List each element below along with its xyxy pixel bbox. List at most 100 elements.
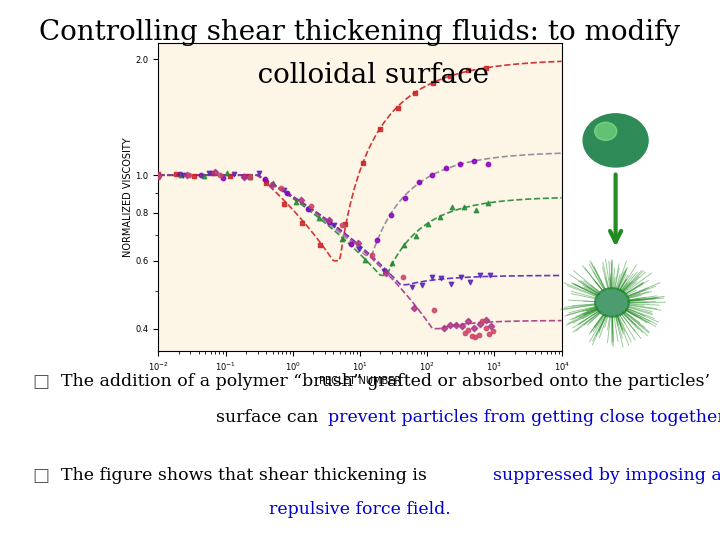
- Circle shape: [583, 114, 648, 167]
- Point: [466, 331, 477, 340]
- Point: [445, 72, 456, 80]
- Point: [336, 234, 348, 243]
- Point: [303, 205, 315, 213]
- Point: [438, 323, 450, 332]
- Point: [238, 172, 250, 180]
- Point: [387, 259, 398, 267]
- Point: [328, 220, 340, 229]
- Point: [409, 303, 420, 312]
- Point: [183, 171, 194, 179]
- Point: [464, 278, 476, 286]
- Point: [474, 271, 486, 279]
- Point: [416, 280, 428, 289]
- Point: [483, 329, 495, 338]
- Point: [214, 171, 225, 179]
- Point: [281, 188, 292, 197]
- Point: [413, 178, 424, 186]
- Point: [238, 173, 250, 181]
- Point: [455, 272, 467, 281]
- Text: The figure shows that shear thickening is: The figure shows that shear thickening i…: [61, 467, 433, 484]
- Text: The addition of a polymer “brush” grafted or absorbed onto the particles’: The addition of a polymer “brush” grafte…: [61, 373, 710, 389]
- Text: prevent particles from getting close together.: prevent particles from getting close tog…: [328, 409, 720, 426]
- Point: [480, 316, 491, 325]
- Point: [451, 321, 462, 329]
- Point: [189, 171, 200, 180]
- Point: [195, 171, 207, 180]
- Point: [295, 195, 307, 204]
- Point: [397, 273, 409, 282]
- Point: [181, 171, 193, 179]
- Point: [323, 218, 335, 226]
- Point: [279, 200, 290, 208]
- Y-axis label: NORMALIZED VISCOSITY: NORMALIZED VISCOSITY: [122, 137, 132, 257]
- Point: [359, 256, 371, 265]
- Point: [474, 319, 485, 328]
- Point: [378, 267, 390, 275]
- Point: [339, 220, 351, 228]
- Point: [473, 331, 485, 340]
- Text: Controlling shear thickening fluids: to modify: Controlling shear thickening fluids: to …: [40, 19, 680, 46]
- Point: [313, 213, 325, 222]
- Point: [253, 169, 264, 178]
- Circle shape: [595, 122, 617, 140]
- Point: [445, 280, 456, 289]
- Point: [385, 211, 397, 219]
- Point: [462, 326, 474, 334]
- Point: [210, 168, 221, 177]
- Point: [428, 306, 439, 315]
- Point: [456, 321, 468, 330]
- Point: [468, 324, 480, 333]
- Point: [468, 157, 480, 165]
- Point: [178, 171, 189, 180]
- Point: [275, 184, 287, 192]
- Point: [244, 172, 256, 181]
- Point: [372, 235, 383, 244]
- Point: [243, 172, 254, 180]
- Point: [486, 322, 498, 330]
- Point: [441, 164, 452, 172]
- Point: [290, 197, 302, 206]
- Point: [480, 324, 491, 333]
- Point: [446, 202, 458, 211]
- Point: [203, 169, 215, 178]
- Point: [423, 220, 434, 228]
- Point: [153, 172, 164, 181]
- Point: [374, 125, 386, 133]
- Point: [199, 171, 210, 180]
- Point: [302, 205, 314, 214]
- Text: □: □: [32, 467, 50, 485]
- Point: [462, 316, 474, 325]
- Point: [444, 320, 456, 329]
- Point: [153, 170, 164, 179]
- Point: [153, 172, 164, 180]
- Point: [410, 232, 422, 240]
- Point: [480, 63, 491, 72]
- Point: [407, 283, 418, 292]
- Point: [228, 170, 239, 178]
- Circle shape: [595, 288, 629, 317]
- Point: [153, 171, 164, 180]
- Point: [436, 274, 447, 282]
- Point: [392, 104, 403, 112]
- Text: □: □: [32, 373, 50, 390]
- Point: [222, 168, 233, 177]
- Point: [454, 159, 466, 168]
- Point: [323, 216, 335, 225]
- Point: [398, 241, 410, 249]
- Point: [487, 326, 498, 335]
- Point: [266, 181, 278, 190]
- Point: [174, 170, 186, 178]
- Point: [380, 269, 392, 278]
- Point: [354, 245, 365, 253]
- Point: [278, 185, 289, 194]
- Point: [482, 159, 493, 168]
- Point: [352, 239, 364, 248]
- Point: [477, 316, 488, 325]
- Point: [315, 241, 326, 249]
- Point: [426, 171, 438, 179]
- Point: [459, 328, 470, 337]
- Point: [462, 66, 474, 75]
- Point: [153, 171, 164, 179]
- Point: [336, 220, 348, 229]
- Point: [427, 79, 438, 87]
